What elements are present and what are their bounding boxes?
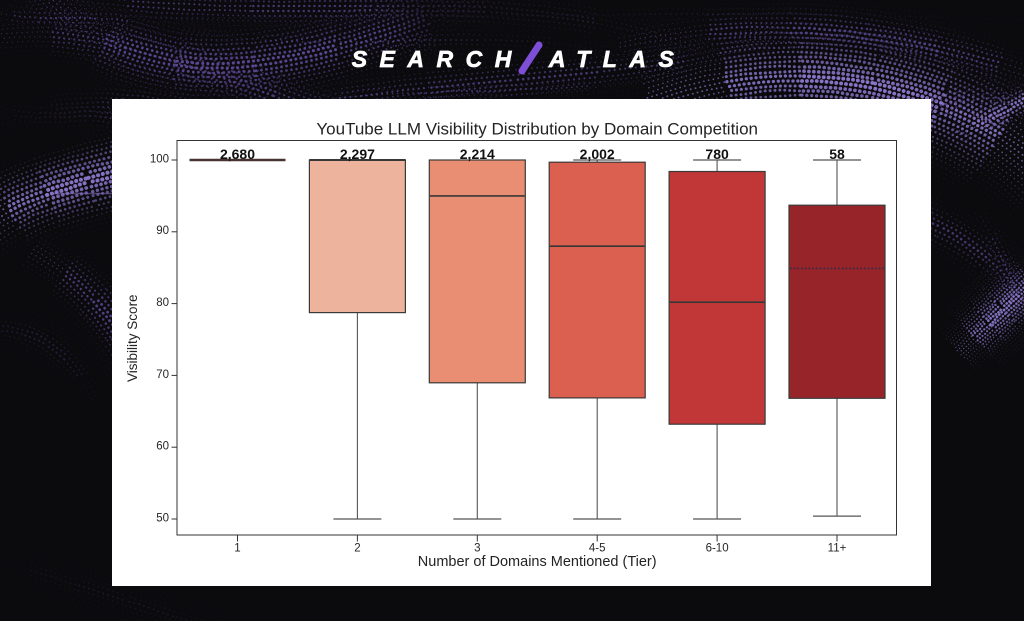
svg-text:2,002: 2,002 [580, 146, 615, 162]
svg-text:70: 70 [156, 369, 169, 381]
svg-text:60: 60 [156, 441, 169, 453]
svg-text:90: 90 [156, 225, 169, 237]
svg-text:4-5: 4-5 [589, 543, 606, 555]
svg-text:2: 2 [354, 543, 360, 555]
svg-text:3: 3 [474, 543, 480, 555]
svg-text:2,214: 2,214 [460, 146, 495, 162]
svg-text:58: 58 [829, 146, 845, 162]
svg-text:Number of Domains Mentioned (T: Number of Domains Mentioned (Tier) [418, 554, 657, 570]
svg-text:YouTube LLM Visibility Distrib: YouTube LLM Visibility Distribution by D… [316, 120, 758, 139]
svg-text:80: 80 [156, 297, 169, 309]
svg-text:6-10: 6-10 [706, 543, 729, 555]
svg-text:2,297: 2,297 [340, 146, 375, 162]
svg-text:Visibility Score: Visibility Score [125, 294, 140, 382]
svg-text:780: 780 [705, 146, 729, 162]
svg-text:11+: 11+ [828, 543, 847, 555]
svg-text:2,680: 2,680 [220, 146, 255, 162]
svg-text:50: 50 [156, 512, 169, 524]
svg-text:1: 1 [234, 543, 240, 555]
svg-text:100: 100 [150, 153, 169, 165]
